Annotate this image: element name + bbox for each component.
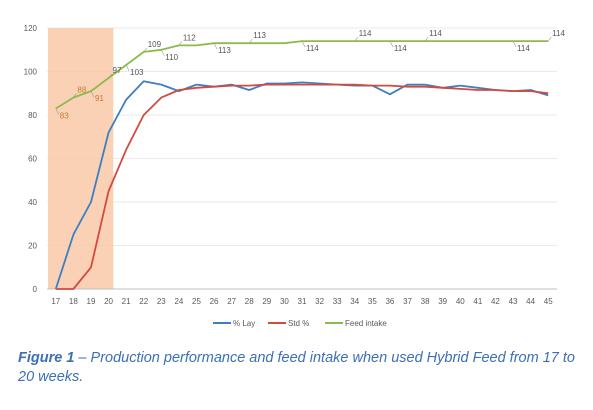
x-tick-label-32: 32	[315, 297, 324, 306]
x-tick-label-28: 28	[245, 297, 254, 306]
legend: % Lay Std % Feed intake	[213, 319, 387, 328]
data-label-21: 103	[130, 68, 144, 77]
data-label-leader-45	[547, 36, 552, 42]
x-tick-label-26: 26	[210, 297, 219, 306]
x-tick-label-41: 41	[473, 297, 482, 306]
x-tick-label-42: 42	[491, 297, 500, 306]
data-label-38: 114	[429, 29, 442, 38]
legend-label-1: % Lay	[233, 319, 255, 328]
data-label-45: 114	[552, 29, 565, 38]
legend-label-3: Feed intake	[345, 319, 387, 328]
data-label-leader-17	[55, 108, 60, 115]
y-tick-label-20: 20	[28, 242, 37, 251]
x-tick-label-25: 25	[192, 297, 201, 306]
data-label-leader-26	[213, 43, 218, 50]
y-tick-label-40: 40	[28, 198, 37, 207]
data-label-leader-34	[354, 36, 358, 42]
x-tick-label-38: 38	[421, 297, 430, 306]
x-tick-label-24: 24	[174, 297, 183, 306]
y-tick-label-0: 0	[33, 285, 38, 294]
axes: 0 20 40 60 80 100 120 17 18 19 20 21 22 23 24 25 26 27 28 2…	[24, 24, 557, 306]
data-label-leader-23	[161, 49, 165, 56]
data-label-18: 88	[77, 86, 86, 95]
data-label-leader-38	[424, 36, 429, 42]
figure-caption-text: – Production performance and feed intake…	[18, 350, 575, 385]
data-label-leader-31	[301, 40, 306, 48]
x-tick-label-36: 36	[385, 297, 394, 306]
data-label-19: 91	[95, 94, 104, 103]
y-tick-label-60: 60	[28, 155, 37, 164]
x-tick-label-18: 18	[69, 297, 78, 306]
figure-caption: Figure 1 – Production performance and fe…	[18, 349, 578, 387]
series-line-1	[54, 80, 549, 290]
data-label-23: 110	[165, 53, 178, 62]
legend-label-2: Std %	[288, 319, 309, 328]
highlight-band	[48, 28, 114, 289]
x-tick-label-22: 22	[139, 297, 148, 306]
data-label-22: 109	[148, 40, 162, 49]
x-tick-label-20: 20	[104, 297, 113, 306]
x-tick-label-33: 33	[333, 297, 342, 306]
data-label-leader-18	[73, 93, 77, 98]
x-tick-label-21: 21	[122, 297, 131, 306]
gridlines	[47, 27, 557, 246]
data-label-leader-21	[125, 64, 130, 72]
series-layer	[54, 40, 549, 290]
y-tick-label-100: 100	[24, 68, 38, 77]
highlight-band-layer	[48, 28, 114, 289]
x-tick-label-30: 30	[280, 297, 289, 306]
data-label-leader-20	[108, 73, 112, 79]
x-tick-label-39: 39	[438, 297, 447, 306]
x-tick-label-34: 34	[350, 297, 359, 306]
data-label-leader-24	[178, 41, 183, 46]
data-label-leader-36	[389, 40, 394, 48]
y-tick-label-120: 120	[24, 24, 38, 33]
x-tick-label-44: 44	[526, 297, 535, 306]
x-tick-label-23: 23	[157, 297, 166, 306]
data-label-17: 83	[60, 111, 69, 120]
x-tick-label-19: 19	[87, 297, 96, 306]
x-tick-label-35: 35	[368, 297, 377, 306]
figure-label: Figure 1	[18, 350, 75, 366]
x-tick-label-37: 37	[403, 297, 412, 306]
data-label-36: 114	[394, 44, 407, 53]
data-label-24: 112	[183, 33, 196, 42]
data-label-leader-43	[512, 40, 517, 48]
data-label-leader-28	[249, 39, 253, 44]
x-tick-label-43: 43	[509, 297, 518, 306]
x-tick-label-17: 17	[51, 297, 60, 306]
data-label-31: 114	[306, 44, 319, 53]
data-label-26: 113	[218, 46, 231, 55]
series-line-2	[55, 83, 549, 290]
data-label-leader-22	[143, 47, 147, 53]
x-tick-label-45: 45	[544, 297, 553, 306]
x-tick-label-29: 29	[262, 297, 271, 306]
x-tick-label-27: 27	[227, 297, 236, 306]
chart: 0 20 40 60 80 100 120 17 18 19 20 21 22 23 24 25 26 27 28 2…	[24, 24, 566, 328]
x-tick-label-40: 40	[456, 297, 465, 306]
x-tick-label-31: 31	[298, 297, 307, 306]
y-tick-label-80: 80	[28, 111, 37, 120]
data-label-34: 114	[359, 29, 372, 38]
data-label-28: 113	[253, 31, 266, 40]
data-label-43: 114	[517, 44, 530, 53]
data-label-leader-19	[90, 90, 95, 98]
data-label-20: 97	[113, 66, 122, 75]
